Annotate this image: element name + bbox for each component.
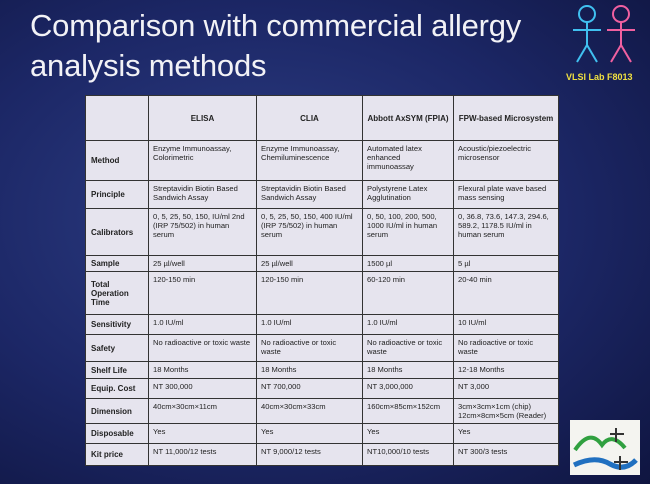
table-cell: Enzyme Immunoassay, Colorimetric bbox=[148, 140, 257, 181]
table-row: Sensitivity 1.0 IU/ml 1.0 IU/ml 1.0 IU/ml 10… bbox=[85, 314, 559, 335]
corner-cell bbox=[85, 95, 149, 141]
slide-title: Comparison with commercial allergy analy… bbox=[30, 8, 522, 83]
table-row: Disposable Yes Yes Yes Yes bbox=[85, 423, 559, 444]
table-cell: No radioactive or toxic waste bbox=[256, 334, 363, 362]
table-cell: 0, 36.8, 73.6, 147.3, 294.6, 589.2, 1178… bbox=[453, 208, 559, 256]
table-row: Kit price NT 11,000/12 tests NT 9,000/12 t… bbox=[85, 443, 559, 466]
table-row: Dimension 40cm×30cm×11cm 40cm×30cm×33cm 160… bbox=[85, 398, 559, 424]
row-label: Sensitivity bbox=[85, 314, 149, 335]
row-label: Dimension bbox=[85, 398, 149, 424]
table-cell: No radioactive or toxic waste bbox=[148, 334, 257, 362]
row-label: Method bbox=[85, 140, 149, 181]
table-cell: Enzyme Immunoassay, Chemiluminescence bbox=[256, 140, 363, 181]
table-cell: 120-150 min bbox=[148, 271, 257, 315]
table-cell: 18 Months bbox=[362, 361, 454, 379]
row-label: Total Operation Time bbox=[85, 271, 149, 315]
table-cell: 1.0 IU/ml bbox=[362, 314, 454, 335]
column-header: CLIA bbox=[256, 95, 363, 141]
table-cell: 5 µl bbox=[453, 255, 559, 272]
table-cell: 160cm×85cm×152cm bbox=[362, 398, 454, 424]
table-cell: 3cm×3cm×1cm (chip) 12cm×8cm×5cm (Reader) bbox=[453, 398, 559, 424]
table-cell: 0, 50, 100, 200, 500, 1000 IU/ml in huma… bbox=[362, 208, 454, 256]
column-header: FPW-based Microsystem bbox=[453, 95, 559, 141]
table-cell: 0, 5, 25, 50, 150, 400 IU/ml (IRP 75/502… bbox=[256, 208, 363, 256]
column-header: ELISA bbox=[148, 95, 257, 141]
table-row: Total Operation Time 120-150 min 120-150 m… bbox=[85, 271, 559, 315]
lab-logo bbox=[573, 5, 635, 63]
row-label: Equip. Cost bbox=[85, 378, 149, 399]
table-cell: No radioactive or toxic waste bbox=[453, 334, 559, 362]
table-cell: 18 Months bbox=[256, 361, 363, 379]
table-cell: NT 11,000/12 tests bbox=[148, 443, 257, 466]
table-cell: NT 300,000 bbox=[148, 378, 257, 399]
row-label: Safety bbox=[85, 334, 149, 362]
table-cell: Polystyrene Latex Agglutination bbox=[362, 180, 454, 209]
table-cell: Yes bbox=[148, 423, 257, 444]
table-cell: Flexural plate wave based mass sensing bbox=[453, 180, 559, 209]
table-cell: NT10,000/10 tests bbox=[362, 443, 454, 466]
university-logo bbox=[570, 420, 640, 475]
table-cell: NT 9,000/12 tests bbox=[256, 443, 363, 466]
table-cell: NT 3,000 bbox=[453, 378, 559, 399]
row-label: Calibrators bbox=[85, 208, 149, 256]
table-row: Safety No radioactive or toxic waste No ra… bbox=[85, 334, 559, 362]
table-cell: 20-40 min bbox=[453, 271, 559, 315]
table-cell: NT 700,000 bbox=[256, 378, 363, 399]
column-header: Abbott AxSYM (FPIA) bbox=[362, 95, 454, 141]
table-cell: Acoustic/piezoelectric microsensor bbox=[453, 140, 559, 181]
lab-label: VLSI Lab F8013 bbox=[566, 72, 633, 82]
table-cell: 1.0 IU/ml bbox=[256, 314, 363, 335]
table-cell: Yes bbox=[256, 423, 363, 444]
row-label: Disposable bbox=[85, 423, 149, 444]
table-cell: 40cm×30cm×33cm bbox=[256, 398, 363, 424]
comparison-table: ELISA CLIA Abbott AxSYM (FPIA) FPW-based Mi… bbox=[85, 95, 559, 466]
row-label: Sample bbox=[85, 255, 149, 272]
table-row: Sample 25 µl/well 25 µl/well 1500 µl 5 µl bbox=[85, 255, 559, 272]
table-cell: Yes bbox=[453, 423, 559, 444]
row-label: Shelf Life bbox=[85, 361, 149, 379]
table-cell: Yes bbox=[362, 423, 454, 444]
table-cell: Automated latex enhanced immunoassay bbox=[362, 140, 454, 181]
table-row: Equip. Cost NT 300,000 NT 700,000 NT 3,000,… bbox=[85, 378, 559, 399]
table-row: Calibrators 0, 5, 25, 50, 150, IU/ml 2nd … bbox=[85, 208, 559, 256]
table-row: Principle Streptavidin Biotin Based Sandw… bbox=[85, 180, 559, 209]
row-label: Principle bbox=[85, 180, 149, 209]
table-cell: 10 IU/ml bbox=[453, 314, 559, 335]
table-cell: 40cm×30cm×11cm bbox=[148, 398, 257, 424]
table-cell: 25 µl/well bbox=[256, 255, 363, 272]
table-cell: 1.0 IU/ml bbox=[148, 314, 257, 335]
table-cell: NT 3,000,000 bbox=[362, 378, 454, 399]
table-cell: 60-120 min bbox=[362, 271, 454, 315]
table-cell: 25 µl/well bbox=[148, 255, 257, 272]
table-cell: 18 Months bbox=[148, 361, 257, 379]
table-cell: Streptavidin Biotin Based Sandwich Assay bbox=[256, 180, 363, 209]
table-cell: Streptavidin Biotin Based Sandwich Assay bbox=[148, 180, 257, 209]
table-row: Method Enzyme Immunoassay, Colorimetric En… bbox=[85, 140, 559, 181]
table-cell: 0, 5, 25, 50, 150, IU/ml 2nd (IRP 75/502… bbox=[148, 208, 257, 256]
header-row: ELISA CLIA Abbott AxSYM (FPIA) FPW-based Mi… bbox=[85, 95, 559, 141]
table-cell: No radioactive or toxic waste bbox=[362, 334, 454, 362]
table-cell: 12-18 Months bbox=[453, 361, 559, 379]
table-row: Shelf Life 18 Months 18 Months 18 Months 12-… bbox=[85, 361, 559, 379]
table-cell: 120-150 min bbox=[256, 271, 363, 315]
table-cell: 1500 µl bbox=[362, 255, 454, 272]
row-label: Kit price bbox=[85, 443, 149, 466]
table-cell: NT 300/3 tests bbox=[453, 443, 559, 466]
